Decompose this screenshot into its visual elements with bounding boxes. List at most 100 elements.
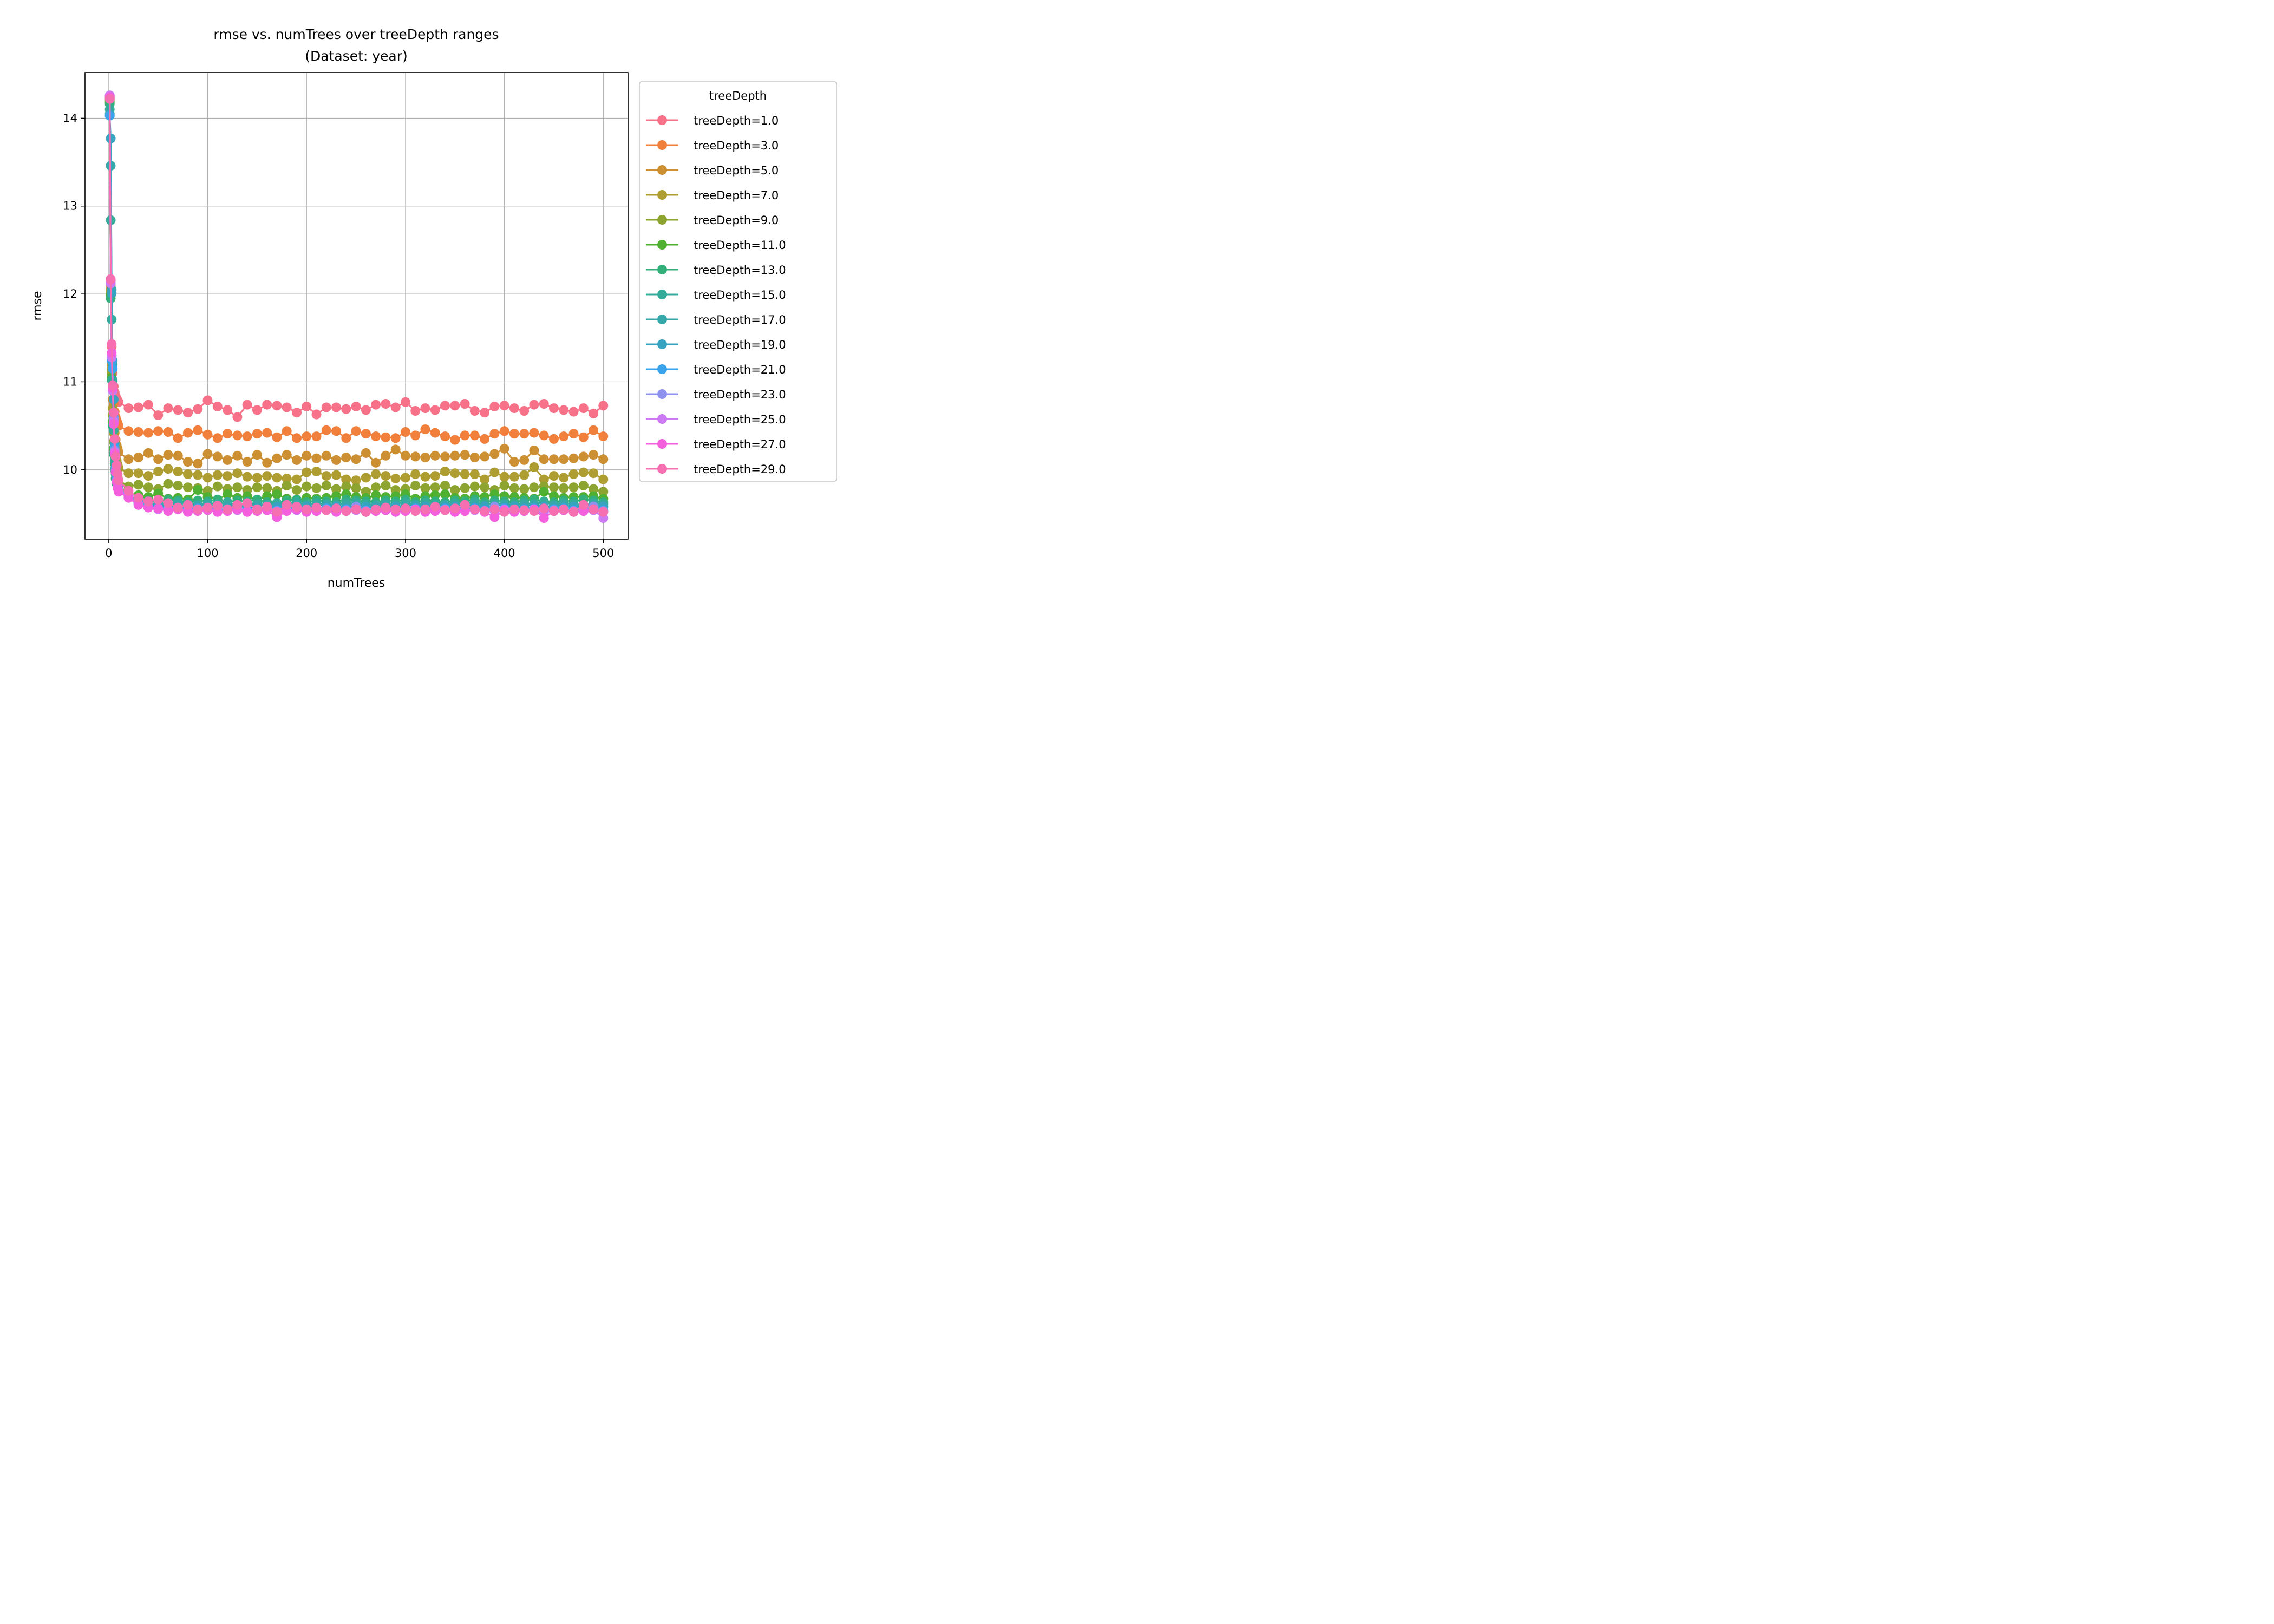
series-0-point-29 (311, 409, 322, 420)
series-14-point-41 (430, 501, 440, 512)
series-4-point-33 (351, 483, 361, 493)
series-3-point-15 (173, 467, 183, 476)
series-3-point-32 (341, 474, 351, 484)
series-2-point-54 (559, 454, 569, 464)
legend-marker-1 (657, 140, 667, 150)
series-1-point-32 (341, 433, 351, 443)
series-14-point-57 (589, 504, 599, 514)
legend-label-3: treeDepth=7.0 (694, 189, 779, 202)
series-2-point-49 (509, 457, 519, 467)
legend-marker-13 (657, 439, 667, 449)
series-1-point-48 (499, 426, 509, 436)
chart-subtitle: (Dataset: year) (305, 48, 408, 64)
legend-label-10: treeDepth=21.0 (694, 363, 786, 376)
legend-item-2: treeDepth=5.0 (646, 164, 779, 177)
series-14-point-32 (341, 506, 351, 516)
series-4-point-30 (321, 481, 331, 490)
series-1-point-43 (450, 435, 460, 445)
series-14-point-24 (262, 501, 272, 512)
series-3-point-33 (351, 475, 361, 486)
series-0-point-46 (480, 408, 490, 418)
series-3-point-36 (381, 471, 391, 481)
series-2-point-57 (589, 450, 599, 460)
series-3-point-41 (430, 471, 440, 481)
series-3-point-11 (133, 468, 143, 479)
series-0-point-35 (371, 400, 381, 410)
series-3-point-29 (311, 467, 322, 476)
series-14-point-20 (223, 504, 233, 514)
series-14-point-11 (133, 493, 143, 503)
series-2-point-10 (123, 454, 134, 464)
series-3-point-54 (559, 473, 569, 483)
plot-frame (84, 72, 629, 540)
series-14-point-4 (109, 408, 119, 418)
series-13-point-52 (539, 513, 549, 523)
series-0-point-32 (341, 404, 351, 414)
series-14-point-12 (143, 496, 153, 507)
y-axis: 10 11 12 13 14 (63, 112, 85, 476)
series-14-point-50 (519, 505, 530, 515)
series-14-point-38 (400, 503, 410, 514)
series-14-point-0 (104, 94, 115, 104)
series-0-point-53 (549, 403, 559, 414)
series-1-point-31 (331, 426, 341, 436)
series-3-point-50 (519, 470, 530, 480)
series-2-point-31 (331, 455, 341, 465)
series-3-point-34 (361, 473, 371, 483)
series-3-point-44 (460, 469, 470, 479)
legend-label-14: treeDepth=29.0 (694, 463, 786, 476)
y-tick-label-0: 10 (63, 463, 77, 476)
series-14-point-54 (559, 504, 569, 514)
series-0-point-34 (361, 405, 371, 415)
series-4-point-12 (143, 482, 153, 493)
series-0-point-47 (489, 401, 500, 411)
series-2-point-48 (499, 443, 509, 454)
series-3-point-18 (202, 473, 213, 483)
series-1-point-54 (559, 431, 569, 442)
y-tick-label-1: 11 (63, 375, 77, 388)
series-4-point-57 (589, 484, 599, 494)
legend-label-2: treeDepth=5.0 (694, 164, 779, 177)
series-1-point-58 (598, 431, 609, 442)
series-0-point-54 (559, 405, 569, 415)
series-0-point-24 (262, 400, 272, 410)
series-1-point-51 (529, 428, 539, 438)
series-2-point-53 (549, 454, 559, 464)
series-14-point-18 (202, 502, 213, 513)
series-2-point-40 (420, 453, 430, 462)
y-tick-label-2: 12 (63, 287, 77, 300)
series-0-point-30 (321, 402, 331, 412)
series-5-point-35 (371, 490, 381, 500)
legend-marker-5 (657, 240, 667, 250)
series-3-point-27 (292, 474, 302, 484)
series-0-point-26 (282, 402, 292, 412)
series-0-point-38 (400, 397, 410, 407)
legend-marker-14 (657, 464, 667, 474)
series-0-point-31 (331, 402, 341, 412)
series-14-point-5 (109, 434, 120, 444)
series-3-point-13 (153, 467, 164, 476)
legend-item-3: treeDepth=7.0 (646, 189, 779, 202)
series-1-point-16 (183, 428, 193, 438)
series-13-point-11 (133, 500, 143, 510)
series-1-point-27 (292, 433, 302, 443)
series-0-point-56 (578, 403, 589, 414)
series-1-point-25 (272, 432, 282, 442)
series-1-point-23 (252, 429, 262, 439)
series-3-point-47 (489, 467, 500, 477)
series-2-point-17 (193, 459, 203, 469)
legend-label-7: treeDepth=15.0 (694, 289, 786, 302)
series-13-point-13 (153, 503, 164, 514)
series-2-point-50 (519, 455, 530, 465)
series-1-point-17 (193, 425, 203, 435)
series-4-point-21 (232, 482, 243, 493)
series-0-point-48 (499, 401, 509, 411)
series-1-point-33 (351, 426, 361, 436)
series-3-point-42 (440, 467, 450, 476)
series-4-point-56 (578, 481, 589, 490)
series-14-point-30 (321, 505, 331, 515)
series-2-point-35 (371, 457, 381, 468)
series-0-point-14 (163, 403, 173, 414)
legend-item-1: treeDepth=3.0 (646, 139, 779, 152)
series-4-point-41 (430, 482, 440, 493)
